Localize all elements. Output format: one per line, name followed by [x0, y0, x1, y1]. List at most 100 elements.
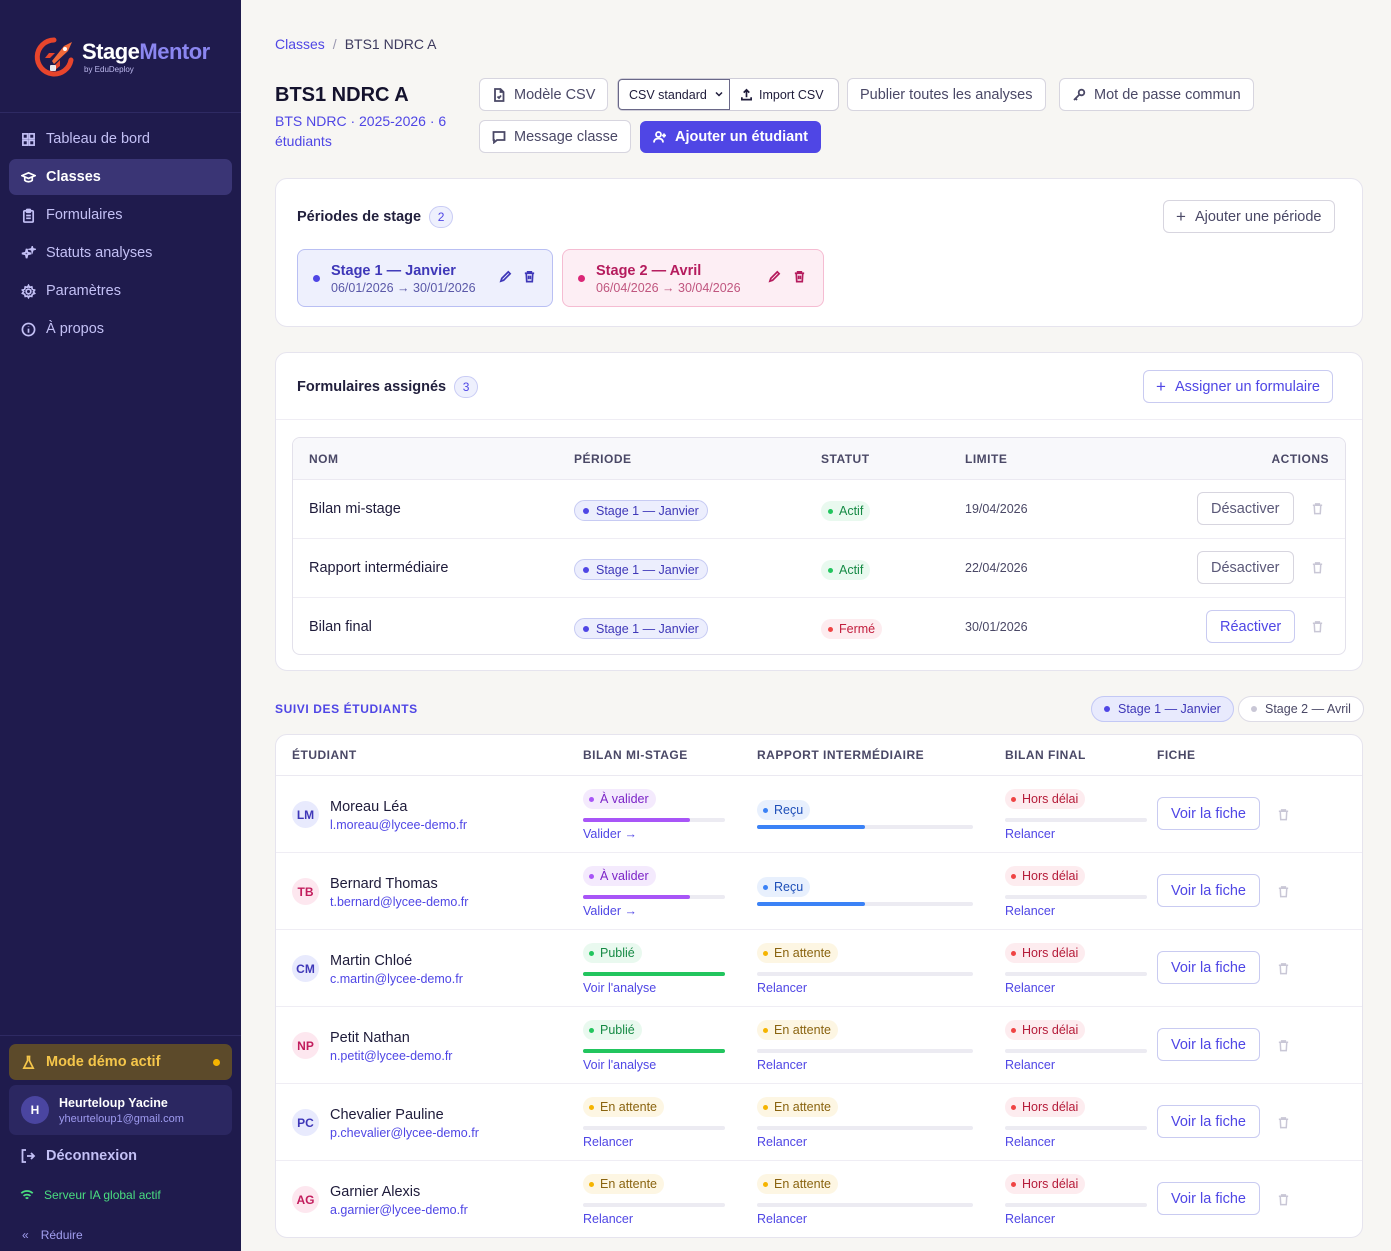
cell-action-link[interactable]: Relancer	[583, 1212, 634, 1226]
deactivate-button[interactable]: Désactiver	[1197, 492, 1294, 525]
app-logo[interactable]: StageMentor by EduDeploy	[30, 32, 210, 82]
edit-period-button[interactable]	[499, 270, 513, 284]
trash-icon[interactable]	[1277, 885, 1291, 899]
avatar: TB	[292, 878, 319, 905]
student-email[interactable]: n.petit@lycee-demo.fr	[330, 1049, 453, 1063]
app-name-accent: Mentor	[139, 38, 210, 64]
logout-button[interactable]: Déconnexion	[20, 1148, 137, 1164]
trash-icon[interactable]	[1311, 502, 1325, 516]
trash-icon[interactable]	[1311, 620, 1325, 634]
filter-period-2[interactable]: Stage 2 — Avril	[1238, 696, 1364, 722]
assign-form-button[interactable]: + Assigner un formulaire	[1143, 370, 1334, 403]
cell-action-link[interactable]: Relancer	[1005, 1058, 1056, 1072]
view-sheet-button[interactable]: Voir la fiche	[1157, 1182, 1260, 1215]
period-tag: Stage 1 — Janvier	[574, 618, 708, 639]
logout-label: Déconnexion	[46, 1148, 138, 1164]
delete-period-button[interactable]	[523, 270, 537, 284]
col-limit: LIMITE	[965, 452, 1008, 466]
page-title: BTS1 NDRC A	[275, 84, 409, 106]
progress-bar	[757, 902, 973, 906]
class-message-button[interactable]: Message classe	[479, 120, 631, 153]
trash-icon[interactable]	[1277, 1039, 1291, 1053]
period-dot	[583, 625, 589, 632]
csv-model-button[interactable]: Modèle CSV	[479, 78, 609, 111]
gear-icon	[20, 283, 36, 299]
cell-action-link[interactable]: Relancer	[1005, 981, 1056, 995]
common-password-button[interactable]: Mot de passe commun	[1059, 78, 1254, 111]
sidebar-item-settings[interactable]: Paramètres	[9, 273, 232, 309]
cell-action-link[interactable]: Relancer	[1005, 904, 1056, 918]
user-profile[interactable]: H Heurteloup Yacine yheurteloup1@gmail.c…	[9, 1085, 232, 1135]
csv-import-group: CSV standard Import CSV	[617, 78, 839, 111]
delete-period-button[interactable]	[793, 270, 807, 284]
cell-final: Hors délai Relancer	[1005, 1097, 1147, 1153]
cell-action-link[interactable]: Voir l'analyse	[583, 1058, 657, 1072]
status-dot	[1011, 1104, 1016, 1110]
cell-final: Hors délai Relancer	[1005, 866, 1147, 922]
plus-icon: +	[1156, 376, 1166, 396]
filter-dot	[1251, 706, 1257, 712]
student-email[interactable]: a.garnier@lycee-demo.fr	[330, 1203, 468, 1217]
progress-bar	[583, 972, 725, 976]
progress-bar	[583, 895, 725, 899]
csv-format-select[interactable]: CSV standard	[618, 79, 730, 110]
trash-icon[interactable]	[1277, 962, 1291, 976]
student-email[interactable]: t.bernard@lycee-demo.fr	[330, 895, 469, 909]
cell-action-link[interactable]: Relancer	[583, 1135, 634, 1149]
view-sheet-button[interactable]: Voir la fiche	[1157, 874, 1260, 907]
status-badge: Reçu	[757, 800, 811, 820]
sidebar-item-label: Statuts analyses	[46, 245, 153, 261]
cell-action-link[interactable]: Relancer	[757, 1212, 808, 1226]
demo-mode-label: Mode démo actif	[46, 1054, 161, 1070]
form-limit: 19/04/2026	[965, 502, 1028, 516]
demo-mode-badge[interactable]: Mode démo actif	[9, 1044, 232, 1080]
cell-action-link[interactable]: Relancer	[757, 1135, 808, 1149]
sidebar-item-analysis-status[interactable]: Statuts analyses	[9, 235, 232, 271]
sidebar-item-forms[interactable]: Formulaires	[9, 197, 232, 233]
add-period-button[interactable]: + Ajouter une période	[1163, 200, 1335, 233]
add-student-button[interactable]: Ajouter un étudiant	[640, 121, 821, 153]
trash-icon[interactable]	[1277, 808, 1291, 822]
cell-action-link[interactable]: Relancer	[757, 981, 808, 995]
student-email[interactable]: c.martin@lycee-demo.fr	[330, 972, 463, 986]
sidebar-item-dashboard[interactable]: Tableau de bord	[9, 121, 232, 157]
status-dot	[763, 1104, 768, 1110]
reactivate-button[interactable]: Réactiver	[1206, 610, 1296, 643]
cell-action-link[interactable]: Voir l'analyse	[583, 981, 657, 995]
csv-import-button[interactable]: Import CSV	[730, 79, 838, 110]
cell-action-link[interactable]: Relancer	[1005, 1135, 1056, 1149]
sidebar-item-classes[interactable]: Classes	[9, 159, 232, 195]
cell-mid: À valider Valider →	[583, 866, 725, 922]
sidebar-item-about[interactable]: À propos	[9, 311, 232, 347]
view-sheet-button[interactable]: Voir la fiche	[1157, 1028, 1260, 1061]
filter-period-1[interactable]: Stage 1 — Janvier	[1091, 696, 1234, 722]
cell-action-link[interactable]: Relancer	[757, 1058, 808, 1072]
status-badge: Hors délai	[1005, 789, 1086, 809]
status-dot	[589, 873, 594, 879]
cell-final: Hors délai Relancer	[1005, 1020, 1147, 1076]
status-dot	[1011, 950, 1016, 956]
view-sheet-button[interactable]: Voir la fiche	[1157, 1105, 1260, 1138]
cell-action-link[interactable]: Valider →	[583, 904, 637, 918]
collapse-label: Réduire	[40, 1228, 83, 1242]
cell-action-link[interactable]: Valider →	[583, 827, 637, 841]
view-sheet-button[interactable]: Voir la fiche	[1157, 797, 1260, 830]
view-sheet-button[interactable]: Voir la fiche	[1157, 951, 1260, 984]
trash-icon[interactable]	[1311, 561, 1325, 575]
trash-icon[interactable]	[1277, 1116, 1291, 1130]
period-item[interactable]: Stage 1 — Janvier 06/01/2026 → 30/01/202…	[297, 249, 553, 307]
cell-action-link[interactable]: Relancer	[1005, 827, 1056, 841]
collapse-sidebar-button[interactable]: « Réduire	[22, 1228, 83, 1242]
progress-bar	[1005, 1049, 1147, 1053]
cell-report: Reçu	[757, 789, 973, 845]
breadcrumb-classes[interactable]: Classes	[275, 36, 325, 52]
student-email[interactable]: l.moreau@lycee-demo.fr	[330, 818, 468, 832]
deactivate-button[interactable]: Désactiver	[1197, 551, 1294, 584]
trash-icon[interactable]	[1277, 1193, 1291, 1207]
student-email[interactable]: p.chevalier@lycee-demo.fr	[330, 1126, 479, 1140]
cell-action-link[interactable]: Relancer	[1005, 1212, 1056, 1226]
status-label: Hors délai	[1022, 792, 1079, 806]
period-item[interactable]: Stage 2 — Avril 06/04/2026 → 30/04/2026	[562, 249, 824, 307]
edit-period-button[interactable]	[768, 270, 782, 284]
publish-all-button[interactable]: Publier toutes les analyses	[847, 78, 1046, 111]
